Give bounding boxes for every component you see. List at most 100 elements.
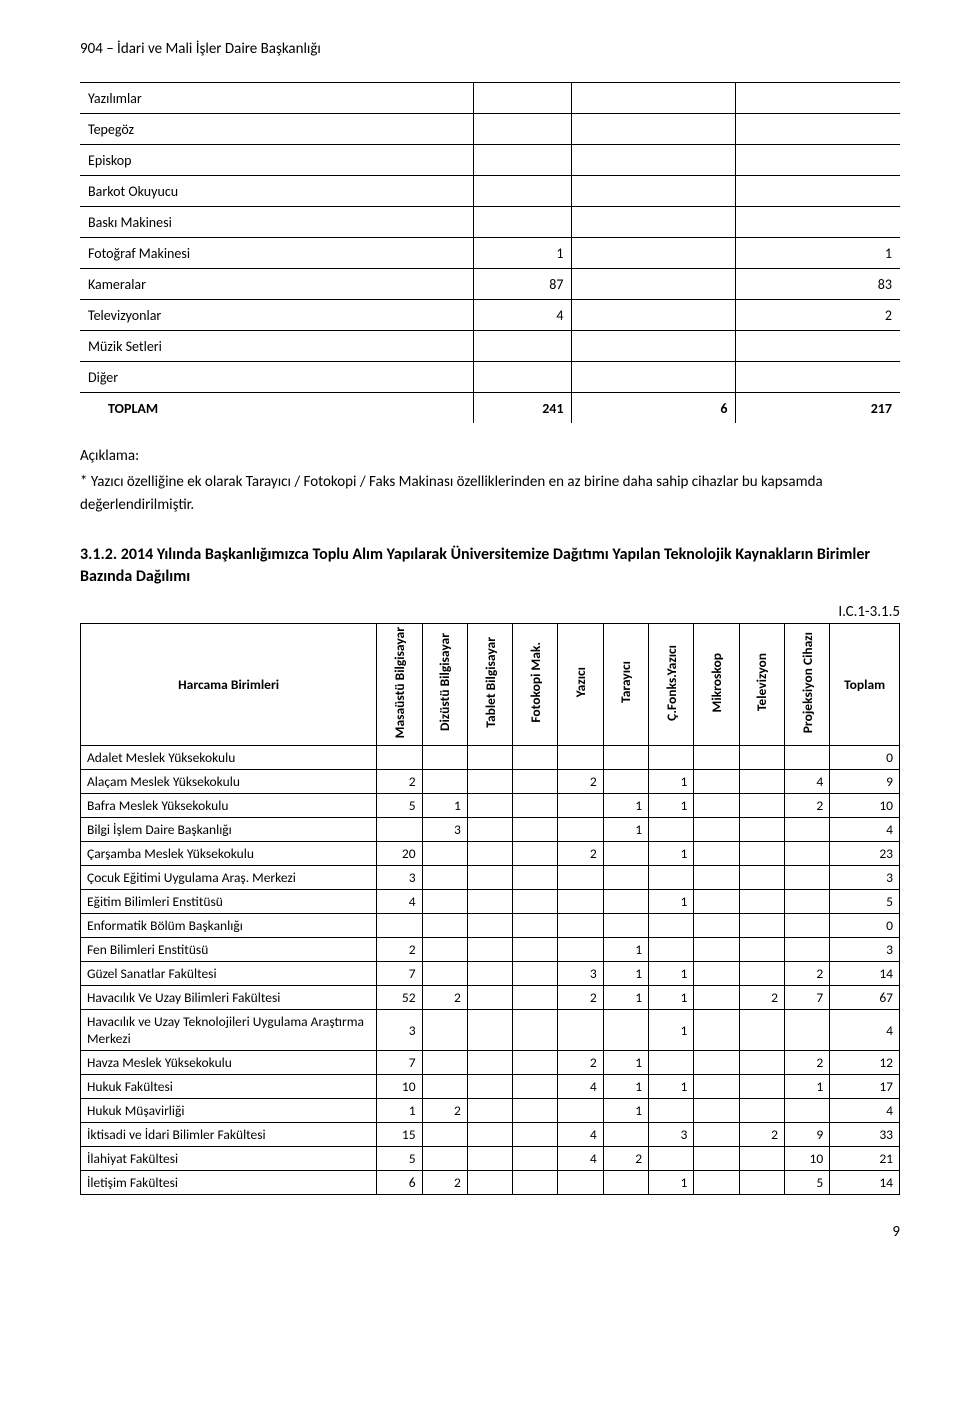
unit-cell: Çarşamba Meslek Yüksekokulu: [81, 842, 377, 866]
total-cell: 3: [830, 938, 900, 962]
value-cell: [739, 1171, 784, 1195]
value-cell: [603, 866, 648, 890]
value-cell: [739, 1010, 784, 1051]
table-row: Havacılık Ve Uzay Bilimleri Fakültesi522…: [81, 986, 900, 1010]
value-cell: [739, 770, 784, 794]
value-cell: 1: [649, 986, 694, 1010]
value-cell: [467, 842, 512, 866]
value-cell: 3: [649, 1123, 694, 1147]
value-cell: [422, 890, 467, 914]
inventory-cell: [474, 176, 572, 207]
value-cell: [558, 746, 603, 770]
inventory-table: YazılımlarTepegözEpiskopBarkot OkuyucuBa…: [80, 82, 900, 423]
unit-cell: Havacılık Ve Uzay Bilimleri Fakültesi: [81, 986, 377, 1010]
value-cell: [513, 938, 558, 962]
value-cell: [603, 1010, 648, 1051]
inventory-cell: [572, 145, 736, 176]
value-cell: [649, 914, 694, 938]
value-cell: [467, 770, 512, 794]
inventory-row: Müzik Setleri: [80, 331, 900, 362]
value-cell: [467, 794, 512, 818]
value-cell: [467, 1010, 512, 1051]
column-header: Dizüstü Bilgisayar: [422, 623, 467, 745]
value-cell: 7: [377, 962, 422, 986]
unit-cell: Adalet Meslek Yüksekokulu: [81, 746, 377, 770]
unit-cell: Eğitim Bilimleri Enstitüsü: [81, 890, 377, 914]
value-cell: [603, 890, 648, 914]
value-cell: [558, 890, 603, 914]
value-cell: [422, 1010, 467, 1051]
total-cell: 5: [830, 890, 900, 914]
table-row: Bafra Meslek Yüksekokulu5111210: [81, 794, 900, 818]
value-cell: [603, 746, 648, 770]
value-cell: [422, 938, 467, 962]
column-header: Tarayıcı: [603, 623, 648, 745]
value-cell: [694, 842, 739, 866]
value-cell: [513, 746, 558, 770]
value-cell: 4: [558, 1123, 603, 1147]
inventory-cell: [736, 176, 900, 207]
value-cell: [513, 770, 558, 794]
inventory-row: Barkot Okuyucu: [80, 176, 900, 207]
value-cell: 2: [784, 962, 829, 986]
value-cell: 10: [784, 1147, 829, 1171]
value-cell: [558, 818, 603, 842]
value-cell: [467, 1051, 512, 1075]
inventory-cell: 83: [736, 269, 900, 300]
explanation-text: * Yazıcı özelliğine ek olarak Tarayıcı /…: [80, 471, 900, 516]
value-cell: [694, 914, 739, 938]
value-cell: [739, 1099, 784, 1123]
table-row: Güzel Sanatlar Fakültesi7311214: [81, 962, 900, 986]
total-cell: 12: [830, 1051, 900, 1075]
value-cell: 1: [649, 794, 694, 818]
total-cell: 23: [830, 842, 900, 866]
total-cell: 10: [830, 794, 900, 818]
inventory-cell: [572, 176, 736, 207]
value-cell: [513, 1171, 558, 1195]
unit-cell: Havacılık ve Uzay Teknolojileri Uygulama…: [81, 1010, 377, 1051]
inventory-cell: [474, 83, 572, 114]
column-header: Yazıcı: [558, 623, 603, 745]
value-cell: [739, 890, 784, 914]
inventory-row: Yazılımlar: [80, 83, 900, 114]
inventory-cell: [572, 269, 736, 300]
value-cell: 1: [603, 1051, 648, 1075]
value-cell: [739, 1075, 784, 1099]
value-cell: [649, 1099, 694, 1123]
value-cell: [422, 1051, 467, 1075]
inventory-cell: [572, 207, 736, 238]
value-cell: [513, 1123, 558, 1147]
value-cell: 1: [603, 794, 648, 818]
value-cell: [694, 794, 739, 818]
value-cell: [694, 746, 739, 770]
value-cell: 10: [377, 1075, 422, 1099]
value-cell: [739, 866, 784, 890]
value-cell: [513, 986, 558, 1010]
value-cell: 7: [377, 1051, 422, 1075]
value-cell: [513, 1099, 558, 1123]
value-cell: [467, 914, 512, 938]
unit-cell: Bilgi İşlem Daire Başkanlığı: [81, 818, 377, 842]
value-cell: [694, 962, 739, 986]
value-cell: [784, 842, 829, 866]
value-cell: 2: [558, 770, 603, 794]
value-cell: [467, 1147, 512, 1171]
inventory-cell: [736, 207, 900, 238]
unit-cell: Hukuk Müşavirliği: [81, 1099, 377, 1123]
table-row: Enformatik Bölüm Başkanlığı0: [81, 914, 900, 938]
value-cell: 2: [422, 986, 467, 1010]
value-cell: [694, 1171, 739, 1195]
value-cell: 4: [558, 1075, 603, 1099]
unit-cell: İktisadi ve İdari Bilimler Fakültesi: [81, 1123, 377, 1147]
total-cell: 21: [830, 1147, 900, 1171]
total-cell: 3: [830, 866, 900, 890]
value-cell: [784, 890, 829, 914]
table-row: İktisadi ve İdari Bilimler Fakültesi1543…: [81, 1123, 900, 1147]
value-cell: [513, 866, 558, 890]
inventory-label: Fotoğraf Makinesi: [80, 238, 474, 269]
value-cell: [649, 1147, 694, 1171]
value-cell: [694, 1099, 739, 1123]
value-cell: 2: [739, 1123, 784, 1147]
value-cell: [513, 1147, 558, 1171]
inventory-row: Diğer: [80, 362, 900, 393]
